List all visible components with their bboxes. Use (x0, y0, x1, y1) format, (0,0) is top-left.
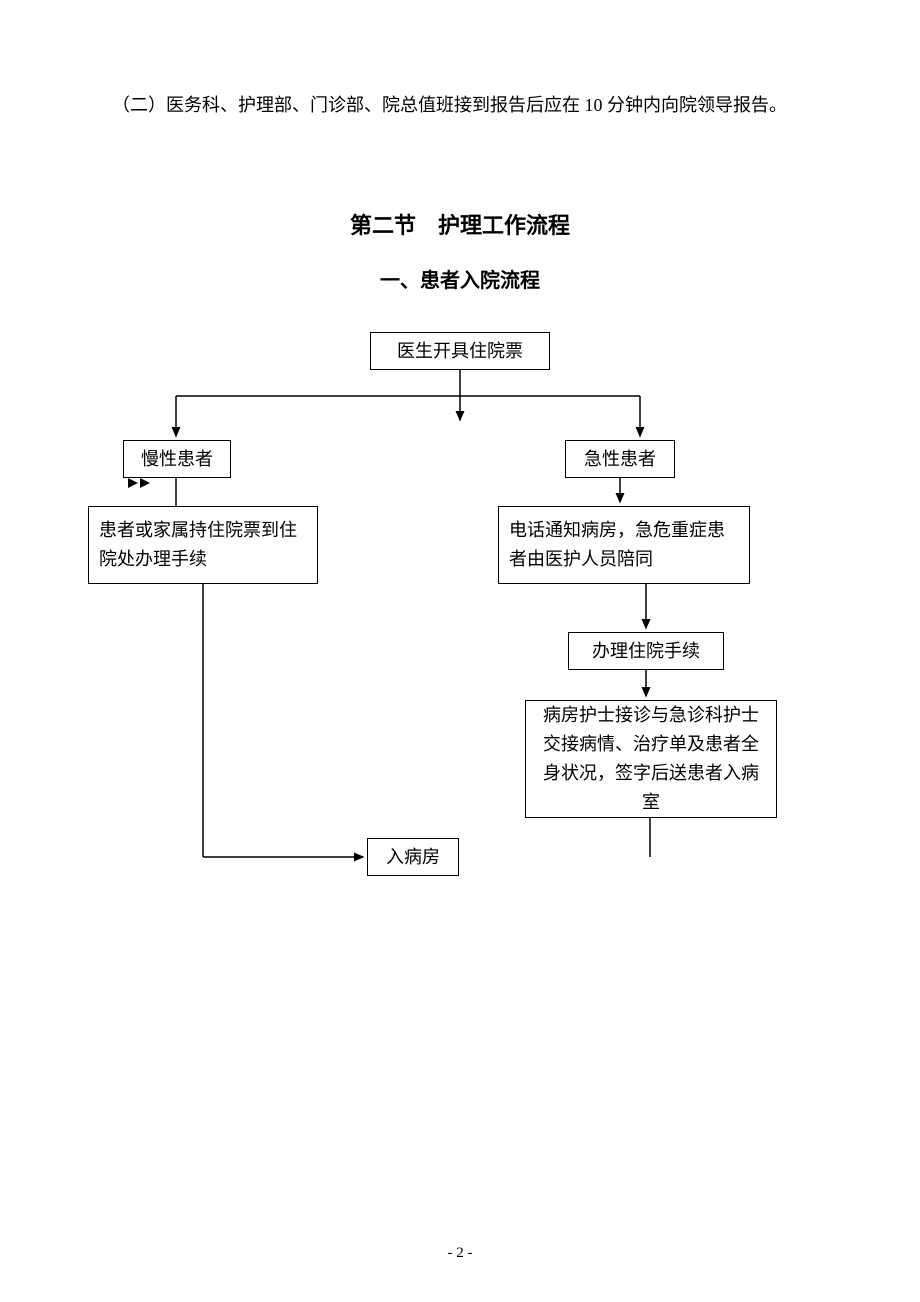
node-admit-procedure: 办理住院手续 (568, 632, 724, 670)
node-nurse-handover: 病房护士接诊与急诊科护士交接病情、治疗单及患者全身状况，签字后送患者入病室 (525, 700, 777, 818)
page-number: - 2 - (0, 1245, 920, 1262)
node-chronic: 慢性患者 (123, 440, 231, 478)
node-acute-notify: 电话通知病房，急危重症患者由医护人员陪同 (498, 506, 750, 584)
node-acute: 急性患者 (565, 440, 675, 478)
node-start: 医生开具住院票 (370, 332, 550, 370)
node-enter-ward: 入病房 (367, 838, 459, 876)
flowchart-edges (0, 0, 920, 1000)
flowchart: 医生开具住院票 慢性患者 急性患者 患者或家属持住院票到住院处办理手续 电话通知… (0, 0, 920, 1000)
node-chronic-process: 患者或家属持住院票到住院处办理手续 (88, 506, 318, 584)
